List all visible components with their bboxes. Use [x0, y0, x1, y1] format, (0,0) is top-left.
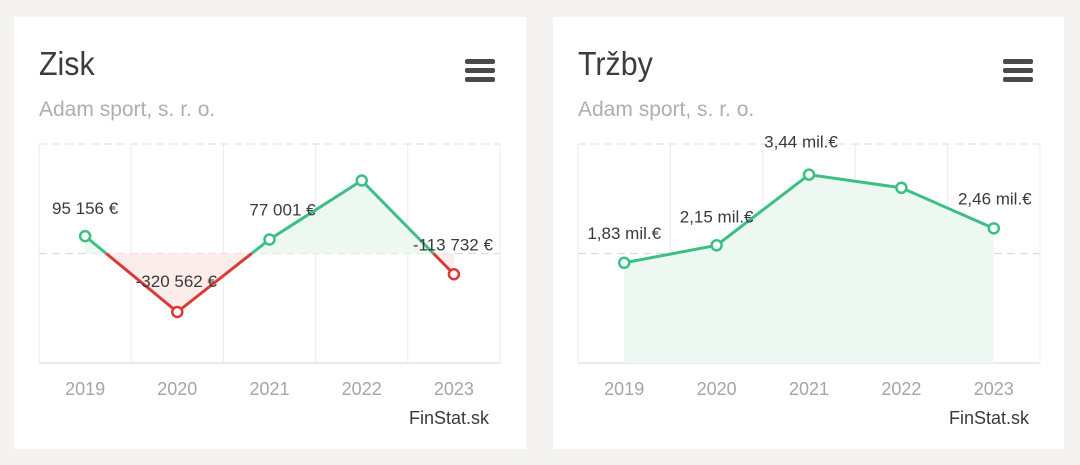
data-label: -320 562 € [136, 272, 218, 291]
data-point [617, 256, 631, 270]
data-label: 2,15 mil.€ [680, 207, 754, 226]
finstat-credit[interactable]: FinStat.sk [949, 408, 1030, 428]
chart-subtitle: Adam sport, s. r. o. [39, 98, 216, 121]
data-point [447, 268, 461, 281]
data-label: 95 156 € [52, 199, 119, 218]
hamburger-menu-icon[interactable] [1003, 59, 1033, 85]
data-point [802, 168, 816, 181]
area-fill [269, 180, 362, 254]
data-label: -113 732 € [413, 235, 494, 254]
series-line-segment [176, 252, 253, 314]
x-tick-label: 2023 [974, 379, 1014, 399]
hamburger-menu-icon[interactable] [465, 59, 495, 85]
x-tick-label: 2023 [434, 379, 474, 399]
finstat-credit[interactable]: FinStat.sk [409, 408, 490, 428]
chart-title: Zisk [39, 45, 95, 82]
x-tick-label: 2020 [157, 379, 197, 399]
chart-subtitle: Adam sport, s. r. o. [578, 98, 755, 121]
x-tick-label: 2021 [249, 379, 289, 399]
profit-line-chart: 95 156 € -320 562 € 77 001 € -113 732 € 2019… [38, 143, 501, 399]
data-label: 3,44 mil.€ [764, 133, 838, 152]
x-tick-label: 2021 [789, 379, 829, 399]
series-line-segment [105, 252, 179, 314]
x-tick-label: 2022 [342, 379, 382, 399]
x-tick-label: 2022 [881, 379, 921, 399]
area-fill [624, 174, 994, 363]
data-label: 77 001 € [249, 200, 316, 219]
x-tick-label: 2019 [604, 379, 644, 399]
series-line-segment [360, 179, 435, 255]
series-line-segment [268, 179, 363, 241]
data-point [895, 181, 908, 195]
x-tick-label: 2019 [65, 379, 105, 399]
data-label: 2,46 mil.€ [958, 189, 1032, 208]
data-point [263, 233, 276, 246]
data-label: 1,83 mil.€ [587, 224, 661, 243]
data-point [171, 305, 184, 319]
profit-chart-card: Zisk Adam sport, s. r. o. 95 156 € -320 5… [14, 17, 526, 449]
data-point [355, 174, 368, 187]
revenue-area-chart: 1,83 mil.€ 2,15 mil.€ 3,44 mil.€ 2,46 mil.€… [577, 133, 1041, 399]
data-point [710, 239, 723, 252]
x-tick-label: 2020 [697, 379, 737, 399]
revenue-chart-card: Tržby Adam sport, s. r. o. 1,83 mil.€ 2,1… [553, 17, 1064, 449]
chart-title: Tržby [578, 45, 653, 82]
data-point [78, 229, 92, 243]
data-point [987, 222, 1001, 235]
